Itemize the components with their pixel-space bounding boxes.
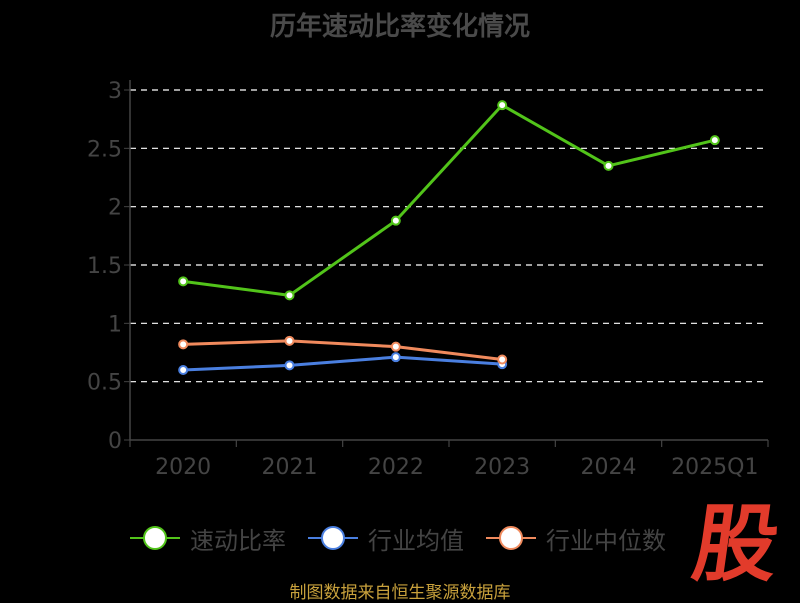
data-point[interactable] (178, 276, 189, 287)
y-tick-label: 0.5 (87, 371, 122, 396)
y-tick-label: 1 (108, 312, 122, 337)
x-tick-label: 2022 (368, 455, 424, 480)
data-point[interactable] (497, 354, 508, 365)
y-tick-label: 0 (108, 429, 122, 454)
legend-label: 速动比率 (190, 526, 286, 555)
data-point[interactable] (709, 135, 720, 146)
series-line (183, 355, 503, 372)
data-point[interactable] (178, 365, 189, 375)
legend-item-industry-mean[interactable]: 行业均值 (308, 521, 464, 556)
data-point[interactable] (178, 339, 189, 350)
data-point[interactable] (497, 100, 508, 111)
x-tick-label: 2023 (474, 455, 530, 480)
legend-label: 行业中位数 (546, 526, 666, 555)
source-note: 制图数据来自恒生聚源数据库 (289, 583, 511, 603)
legend-swatch (308, 526, 358, 550)
data-point[interactable] (284, 360, 295, 371)
data-point[interactable] (284, 290, 295, 301)
series-line (182, 103, 716, 297)
brand-logo: 股 (687, 495, 785, 593)
y-tick-label: 3 (108, 79, 122, 104)
legend-swatch (130, 526, 180, 550)
legend-label: 行业均值 (368, 526, 464, 555)
y-tick-label: 1.5 (87, 254, 122, 279)
x-tick-label: 2020 (155, 455, 211, 480)
x-tick-label: 2021 (262, 455, 318, 480)
legend: 速动比率 行业均值 行业中位数 (130, 520, 688, 556)
series-line (183, 339, 503, 361)
data-point[interactable] (603, 160, 614, 171)
x-tick-label: 2024 (581, 455, 637, 480)
data-point[interactable] (390, 215, 401, 226)
legend-item-quick-ratio[interactable]: 速动比率 (130, 521, 286, 556)
grid-lines (130, 89, 768, 383)
data-point[interactable] (390, 341, 401, 352)
y-tick-label: 2 (108, 196, 122, 221)
axes: 0 0.5 1 1.5 2 2.5 3 2020 2021 2022 2023 2024 2025Q1 (87, 79, 769, 480)
x-tick-label: 2025Q1 (671, 455, 758, 480)
data-point[interactable] (284, 335, 295, 346)
chart-title: 历年速动比率变化情况 (269, 12, 530, 42)
data-point[interactable] (390, 352, 401, 363)
y-tick-label: 2.5 (87, 137, 122, 162)
series-lines (178, 100, 720, 375)
legend-swatch (486, 526, 536, 550)
legend-item-industry-median[interactable]: 行业中位数 (486, 521, 666, 556)
